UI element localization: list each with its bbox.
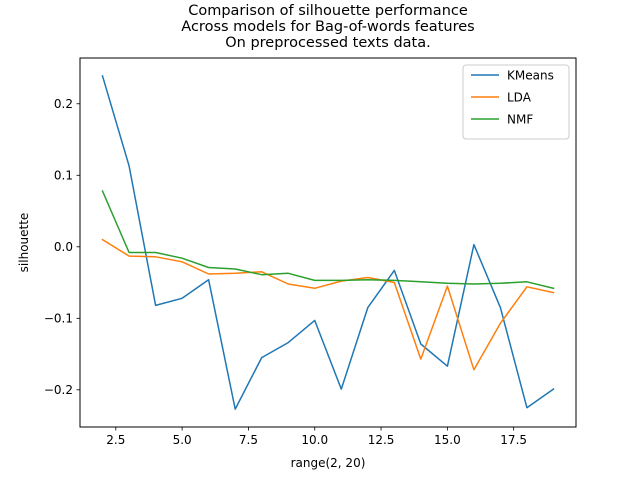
- legend-label-kmeans: KMeans: [507, 69, 554, 83]
- x-axis: 2.5 5.0 7.5 10.0 12.5 15.0 17.5: [106, 427, 527, 447]
- x-tick-label: 2.5: [106, 433, 125, 447]
- series-layer: [101, 74, 555, 410]
- y-axis-label: silhouette: [17, 213, 31, 273]
- legend-box: [462, 64, 570, 140]
- x-tick-label: 15.0: [434, 433, 461, 447]
- x-tick-label: 5.0: [173, 433, 192, 447]
- legend-label-nmf: NMF: [507, 113, 533, 127]
- y-tick-label: 0.2: [54, 97, 73, 111]
- y-tick-label: −0.1: [44, 312, 73, 326]
- series-line-nmf: [101, 190, 555, 290]
- legend: KMeans LDA NMF: [462, 64, 570, 140]
- x-tick-label: 7.5: [239, 433, 258, 447]
- series-line-lda: [101, 238, 555, 371]
- y-tick-label: −0.2: [44, 383, 73, 397]
- y-axis: −0.2 −0.1 0.0 0.1 0.2: [44, 97, 80, 397]
- legend-label-lda: LDA: [507, 91, 532, 105]
- axes-frame: [79, 57, 577, 428]
- x-tick-label: 10.0: [301, 433, 328, 447]
- chart-title-line-2: Across models for Bag-of-words features: [181, 19, 474, 35]
- y-tick-label: 0.0: [54, 240, 73, 254]
- y-tick-label: 0.1: [54, 169, 73, 183]
- chart-title-line-3: On preprocessed texts data.: [225, 35, 431, 51]
- x-tick-label: 17.5: [500, 433, 527, 447]
- x-tick-label: 12.5: [368, 433, 395, 447]
- plot-area: [79, 57, 577, 428]
- chart-title-line-1: Comparison of silhouette performance: [188, 3, 468, 19]
- chart-title: Comparison of silhouette performance Acr…: [181, 3, 474, 51]
- series-line-kmeans: [101, 74, 555, 410]
- x-axis-label: range(2, 20): [291, 456, 366, 470]
